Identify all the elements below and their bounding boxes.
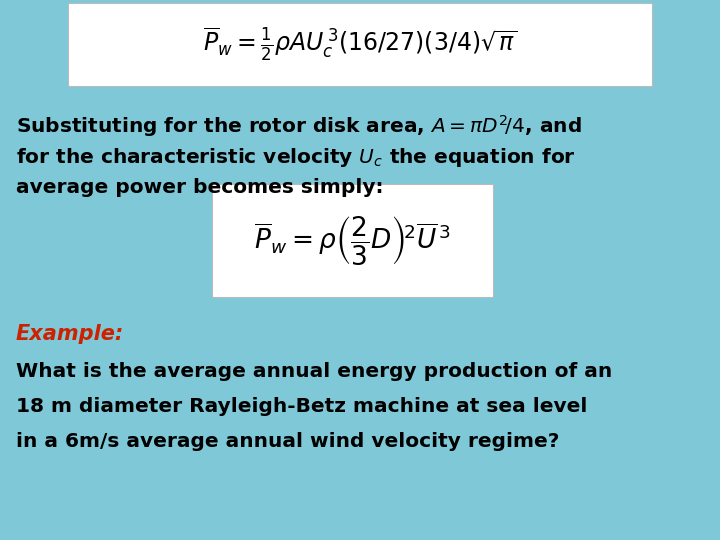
Text: for the characteristic velocity $U_c$ the equation for: for the characteristic velocity $U_c$ th… [16,146,575,169]
FancyBboxPatch shape [68,3,652,86]
Text: Example:: Example: [16,324,124,344]
Text: average power becomes simply:: average power becomes simply: [16,178,383,197]
Text: Substituting for the rotor disk area, $A = \pi D^2\!/4$, and: Substituting for the rotor disk area, $A… [16,113,582,139]
Text: $\overline{P}_w = \frac{1}{2}\rho A U_c^{\,3} (16/27)(3/4)\sqrt{\pi}$: $\overline{P}_w = \frac{1}{2}\rho A U_c^… [203,26,517,63]
Text: in a 6m/s average annual wind velocity regime?: in a 6m/s average annual wind velocity r… [16,432,559,451]
Text: $\overline{P}_w = \rho \left(\dfrac{2}{3}D\right)^{\!2} \overline{U}^{\,3}$: $\overline{P}_w = \rho \left(\dfrac{2}{3… [254,214,451,267]
FancyBboxPatch shape [212,184,493,297]
Text: What is the average annual energy production of an: What is the average annual energy produc… [16,362,612,381]
Text: 18 m diameter Rayleigh-Betz machine at sea level: 18 m diameter Rayleigh-Betz machine at s… [16,397,588,416]
